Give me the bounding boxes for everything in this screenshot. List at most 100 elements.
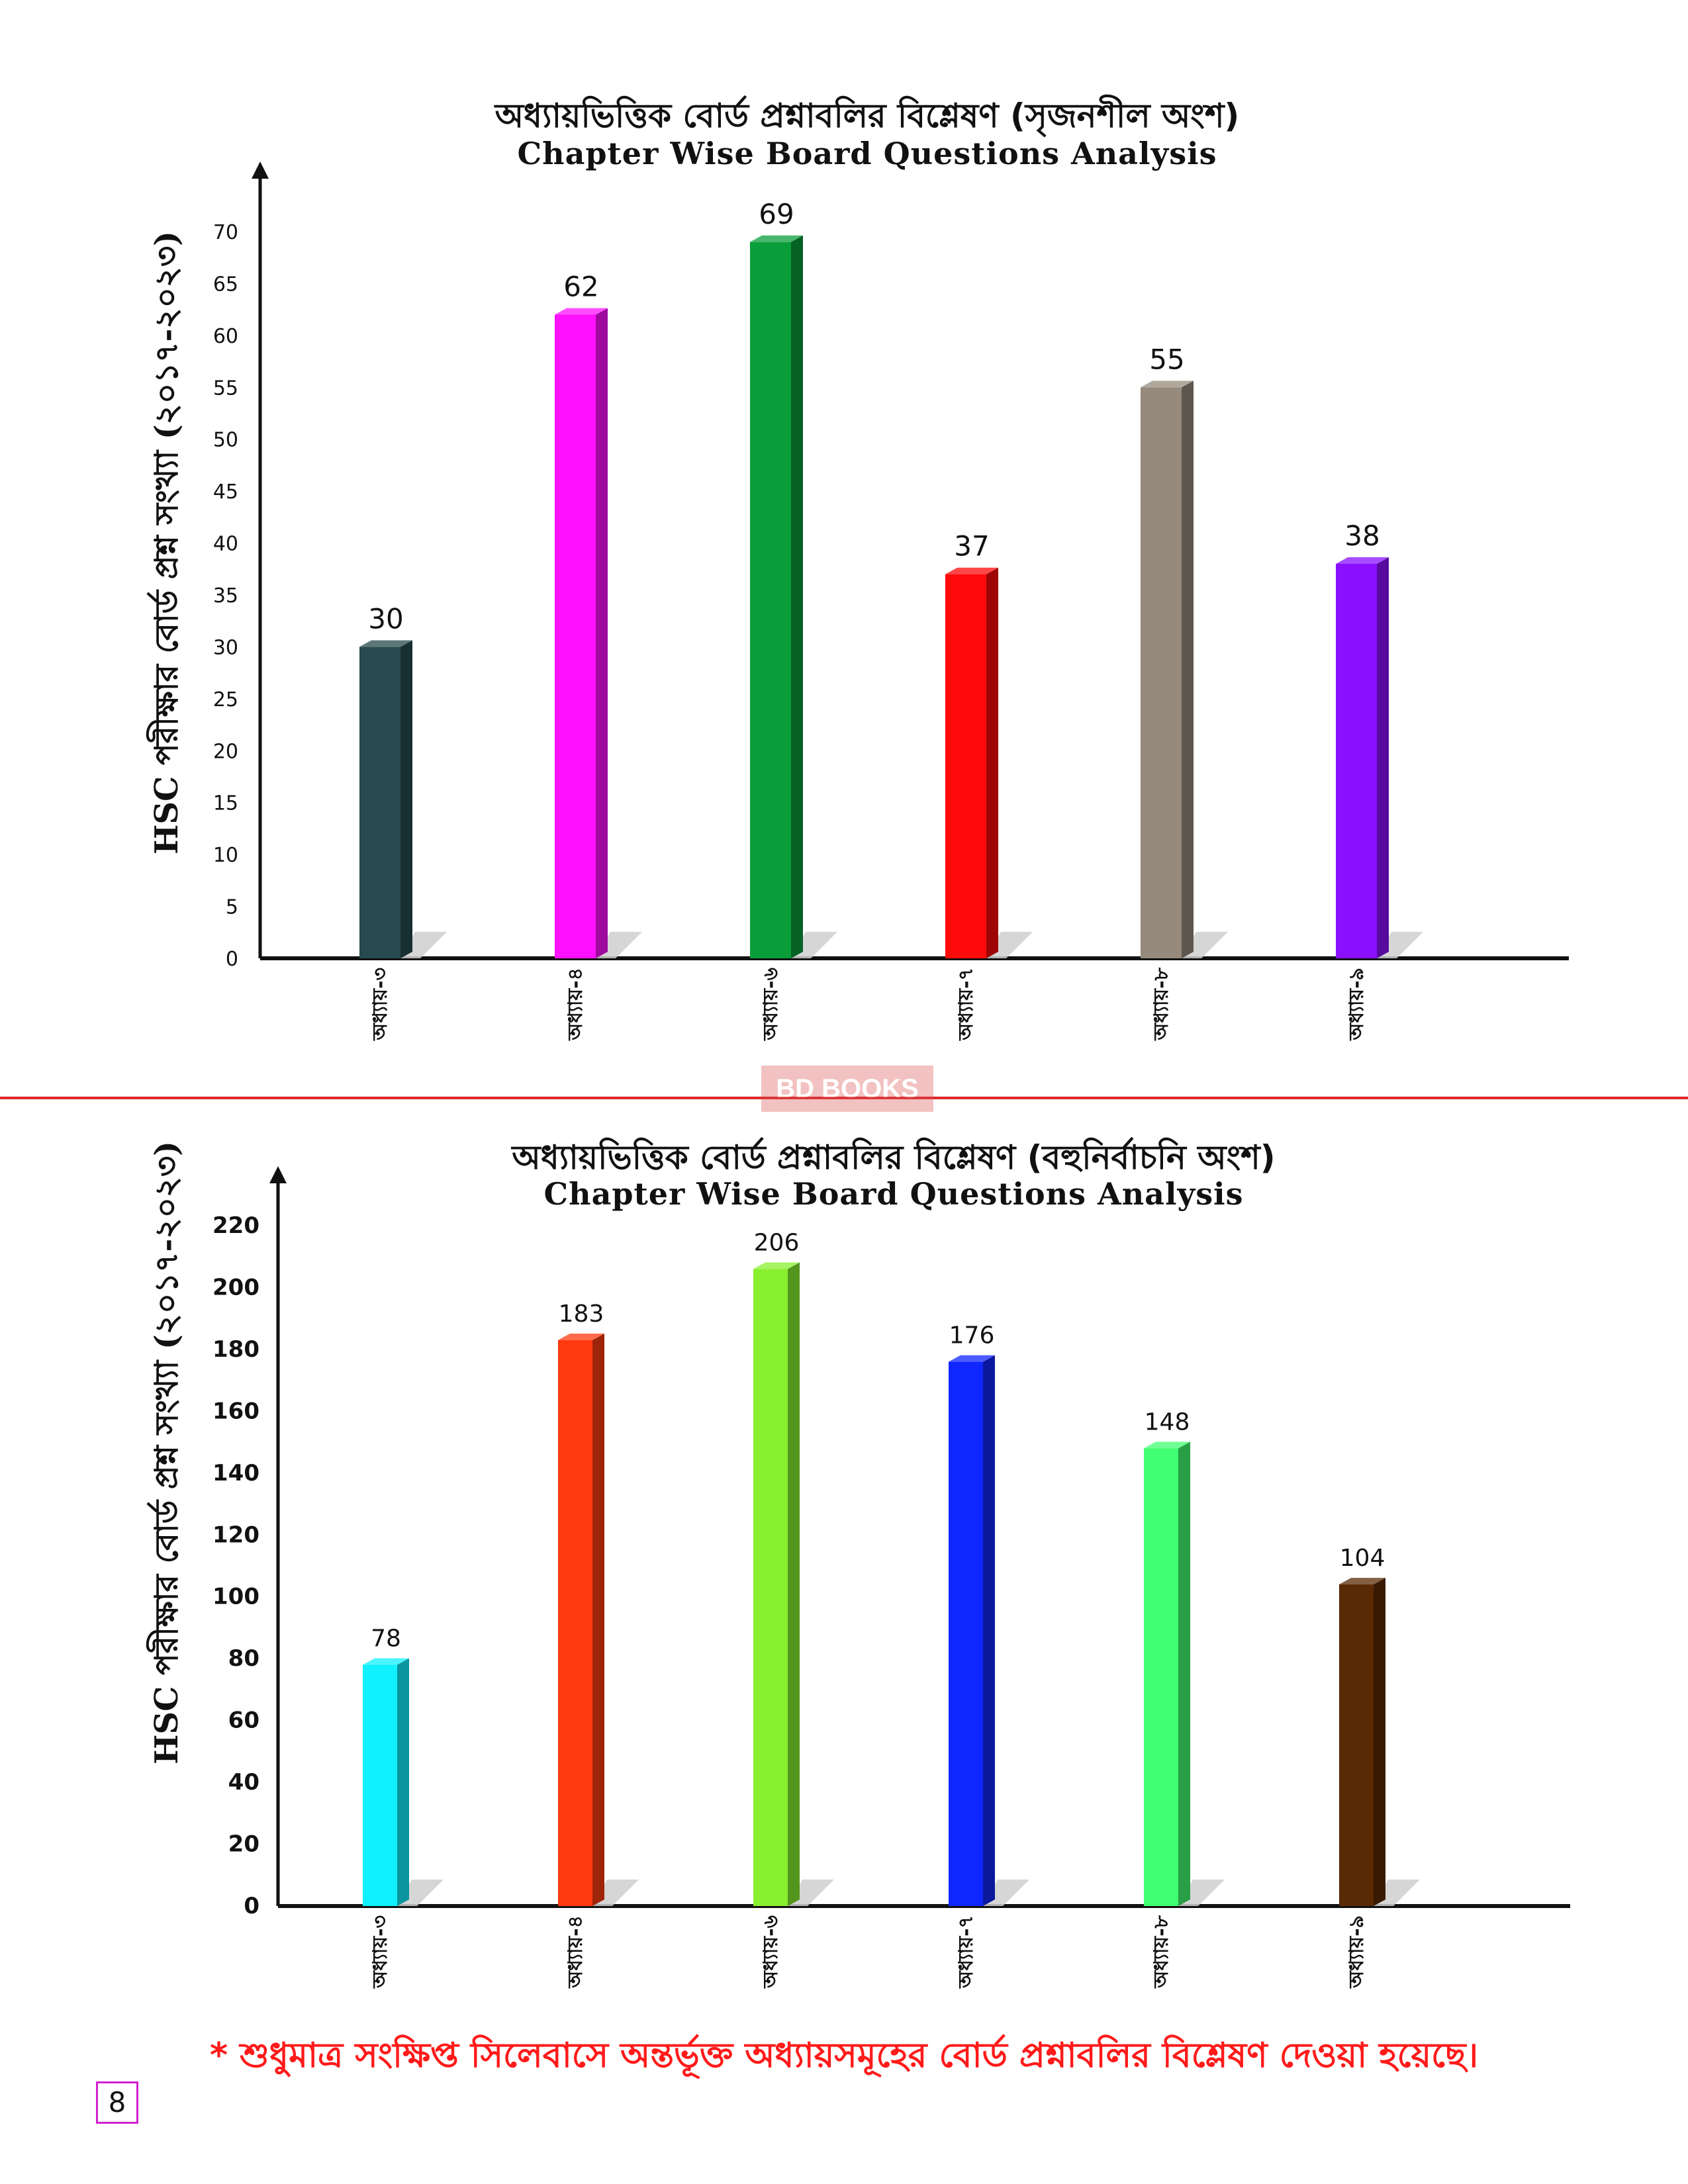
chart-subtitle: Chapter Wise Board Questions Analysis — [518, 136, 1217, 171]
y-tick-label: 200 — [212, 1274, 259, 1300]
data-label: 38 — [1344, 520, 1380, 552]
bar-top — [750, 235, 803, 242]
bar — [1336, 563, 1377, 958]
bar — [753, 1269, 788, 1906]
x-tick-label: অধ্যায়-৬ — [759, 968, 782, 1041]
bar — [1144, 1448, 1178, 1906]
bar-top — [1339, 1578, 1385, 1585]
chart-title: অধ্যায়ভিত্তিক বোর্ড প্রশ্নাবলির বিশ্লেষ… — [494, 94, 1240, 138]
bar-top — [359, 640, 412, 647]
data-label: 148 — [1145, 1409, 1190, 1436]
y-tick-label: 40 — [228, 1769, 259, 1796]
data-label: 69 — [759, 198, 794, 230]
bar-side — [791, 235, 803, 959]
bar-side — [1182, 381, 1194, 958]
bar-top — [1141, 381, 1194, 388]
x-tick-label: অধ্যায়-৩ — [369, 968, 392, 1041]
y-tick-label: 60 — [213, 325, 238, 348]
bar-side — [788, 1262, 800, 1906]
bar — [555, 314, 596, 958]
y-tick-label: 120 — [212, 1522, 259, 1548]
bar — [363, 1664, 397, 1906]
bar — [1141, 387, 1182, 958]
x-tick-label: অধ্যায়-৪ — [564, 968, 587, 1041]
data-label: 55 — [1149, 343, 1184, 375]
y-tick-label: 20 — [228, 1831, 259, 1858]
y-tick-label: 35 — [213, 584, 238, 608]
bar-top — [1336, 557, 1389, 564]
bar — [945, 574, 986, 958]
bar-side — [1374, 1578, 1385, 1906]
y-tick-label: 55 — [213, 377, 238, 400]
y-tick-label: 180 — [212, 1336, 259, 1363]
y-tick-label: 60 — [228, 1707, 259, 1734]
bar-top — [945, 567, 998, 574]
bar-side — [1377, 557, 1389, 958]
bar-top — [363, 1658, 409, 1665]
y-tick-label: 70 — [213, 221, 238, 244]
x-tick-label: অধ্যায়-৯ — [1345, 1915, 1368, 1989]
y-tick-label: 45 — [213, 480, 238, 504]
x-tick-label: অধ্যায়-৮ — [1150, 1915, 1173, 1988]
y-axis-arrow-icon — [252, 161, 269, 179]
y-axis-label: HSC পরীক্ষার বোর্ড প্রশ্ন সংখ্যা (২০১৭-২… — [146, 1141, 185, 1764]
bar-top — [753, 1262, 800, 1269]
bar-side — [596, 308, 608, 959]
bar-side — [592, 1333, 604, 1906]
y-axis-label: HSC পরীক্ষার বোর্ড প্রশ্ন সংখ্যা (২০১৭-২… — [146, 231, 185, 854]
bar-top — [949, 1355, 995, 1362]
y-tick-label: 30 — [213, 636, 238, 659]
bar — [359, 647, 400, 958]
x-tick-label: অধ্যায়-৬ — [759, 1915, 782, 1989]
x-tick-label: অধ্যায়-৭ — [955, 1915, 978, 1989]
x-tick-label: অধ্যায়-৪ — [564, 1915, 587, 1989]
bar-side — [1178, 1441, 1190, 1906]
data-label: 176 — [949, 1322, 995, 1349]
bar — [750, 242, 791, 959]
data-label: 62 — [563, 271, 598, 303]
bar-side — [986, 567, 998, 958]
data-label: 78 — [371, 1625, 401, 1653]
bar — [558, 1340, 592, 1906]
y-tick-label: 100 — [212, 1584, 259, 1610]
bar-side — [400, 640, 412, 958]
x-tick-label: অধ্যায়-৭ — [955, 968, 978, 1041]
bar-top — [558, 1333, 604, 1340]
y-tick-label: 65 — [213, 273, 238, 296]
section-divider — [0, 1097, 1688, 1099]
data-label: 104 — [1340, 1545, 1385, 1572]
y-tick-label: 80 — [228, 1645, 259, 1672]
x-tick-label: অধ্যায়-৩ — [369, 1915, 392, 1989]
y-tick-label: 40 — [213, 533, 238, 556]
bar-top — [1144, 1441, 1190, 1449]
data-label: 37 — [954, 530, 989, 563]
chart-subtitle: Chapter Wise Board Questions Analysis — [544, 1176, 1244, 1212]
y-tick-label: 15 — [213, 792, 238, 815]
x-tick-label: অধ্যায়-৮ — [1150, 967, 1173, 1040]
bar-top — [555, 308, 608, 315]
y-tick-label: 0 — [226, 948, 238, 971]
y-tick-label: 50 — [213, 429, 238, 452]
y-tick-label: 0 — [244, 1893, 259, 1919]
y-tick-label: 10 — [213, 844, 238, 867]
data-label: 183 — [559, 1300, 604, 1328]
watermark-text: BD BOOKS — [761, 1066, 933, 1112]
data-label: 30 — [368, 603, 403, 635]
y-tick-label: 25 — [213, 688, 238, 711]
y-tick-label: 160 — [212, 1398, 259, 1424]
bar-side — [397, 1658, 409, 1906]
chart-title: অধ্যায়ভিত্তিক বোর্ড প্রশ্নাবলির বিশ্লেষ… — [510, 1136, 1275, 1177]
chart-mcq: অধ্যায়ভিত্তিক বোর্ড প্রশ্নাবলির বিশ্লেষ… — [146, 1136, 1570, 1989]
x-tick-label: অধ্যায়-৯ — [1345, 968, 1368, 1041]
chart-creative: অধ্যায়ভিত্তিক বোর্ড প্রশ্নাবলির বিশ্লেষ… — [146, 94, 1569, 1041]
bar-side — [983, 1355, 995, 1906]
data-label: 206 — [754, 1230, 800, 1257]
y-axis-arrow-icon — [269, 1166, 287, 1183]
y-tick-label: 140 — [212, 1460, 259, 1486]
y-tick-label: 5 — [226, 896, 238, 919]
bar — [949, 1361, 983, 1906]
page-number: 8 — [96, 2081, 138, 2124]
bar — [1339, 1584, 1374, 1906]
y-tick-label: 220 — [212, 1212, 259, 1239]
watermark-logo: BD BOOKS — [755, 1052, 940, 1138]
